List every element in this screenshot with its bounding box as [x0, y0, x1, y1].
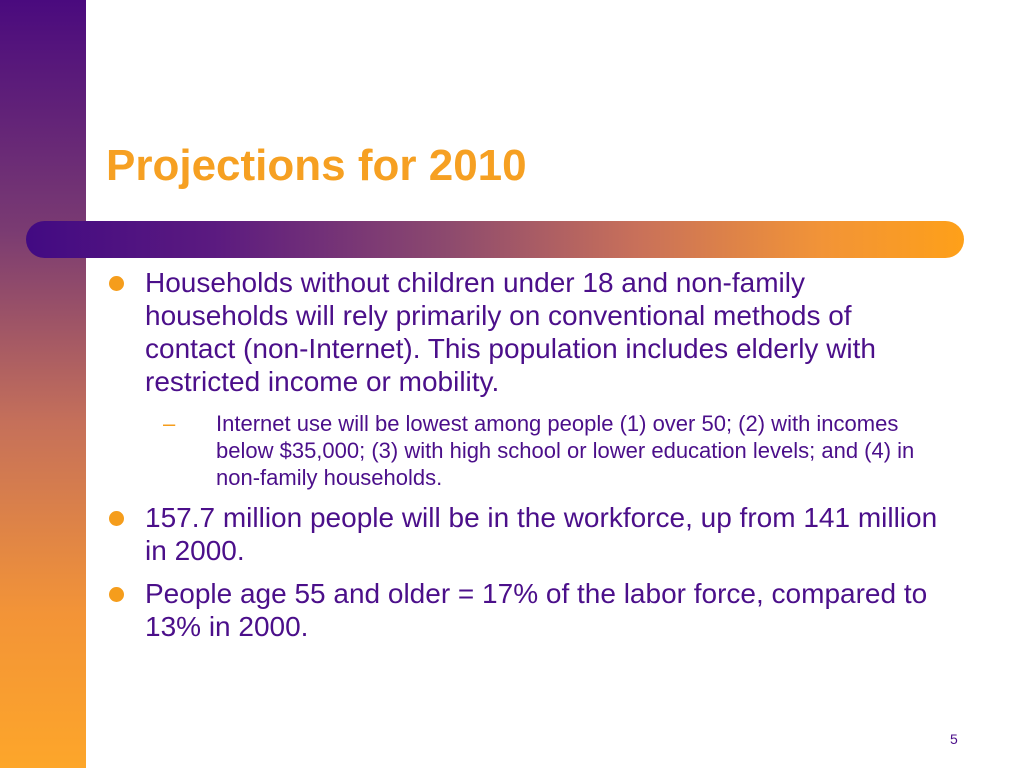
bullet-labor-force: People age 55 and older = 17% of the lab… — [108, 577, 948, 643]
sub-bullet-internet-use: – Internet use will be lowest among peop… — [163, 410, 948, 491]
bullet-dot-icon — [109, 511, 124, 526]
slide-title: Projections for 2010 — [106, 141, 527, 190]
bullet-dot-icon — [109, 587, 124, 602]
bullet-workforce: 157.7 million people will be in the work… — [108, 501, 948, 567]
bullet-text: 157.7 million people will be in the work… — [145, 502, 938, 566]
bullet-dot-icon — [109, 276, 124, 291]
bullet-text: Households without children under 18 and… — [145, 267, 876, 397]
dash-icon: – — [163, 411, 176, 436]
title-divider — [26, 221, 964, 258]
bullet-households: Households without children under 18 and… — [108, 266, 948, 398]
slide-content: Households without children under 18 and… — [108, 266, 948, 653]
bullet-text: People age 55 and older = 17% of the lab… — [145, 578, 928, 642]
left-gradient-bar — [0, 0, 86, 768]
sub-bullet-text: Internet use will be lowest among people… — [216, 411, 915, 490]
page-number: 5 — [950, 731, 958, 747]
